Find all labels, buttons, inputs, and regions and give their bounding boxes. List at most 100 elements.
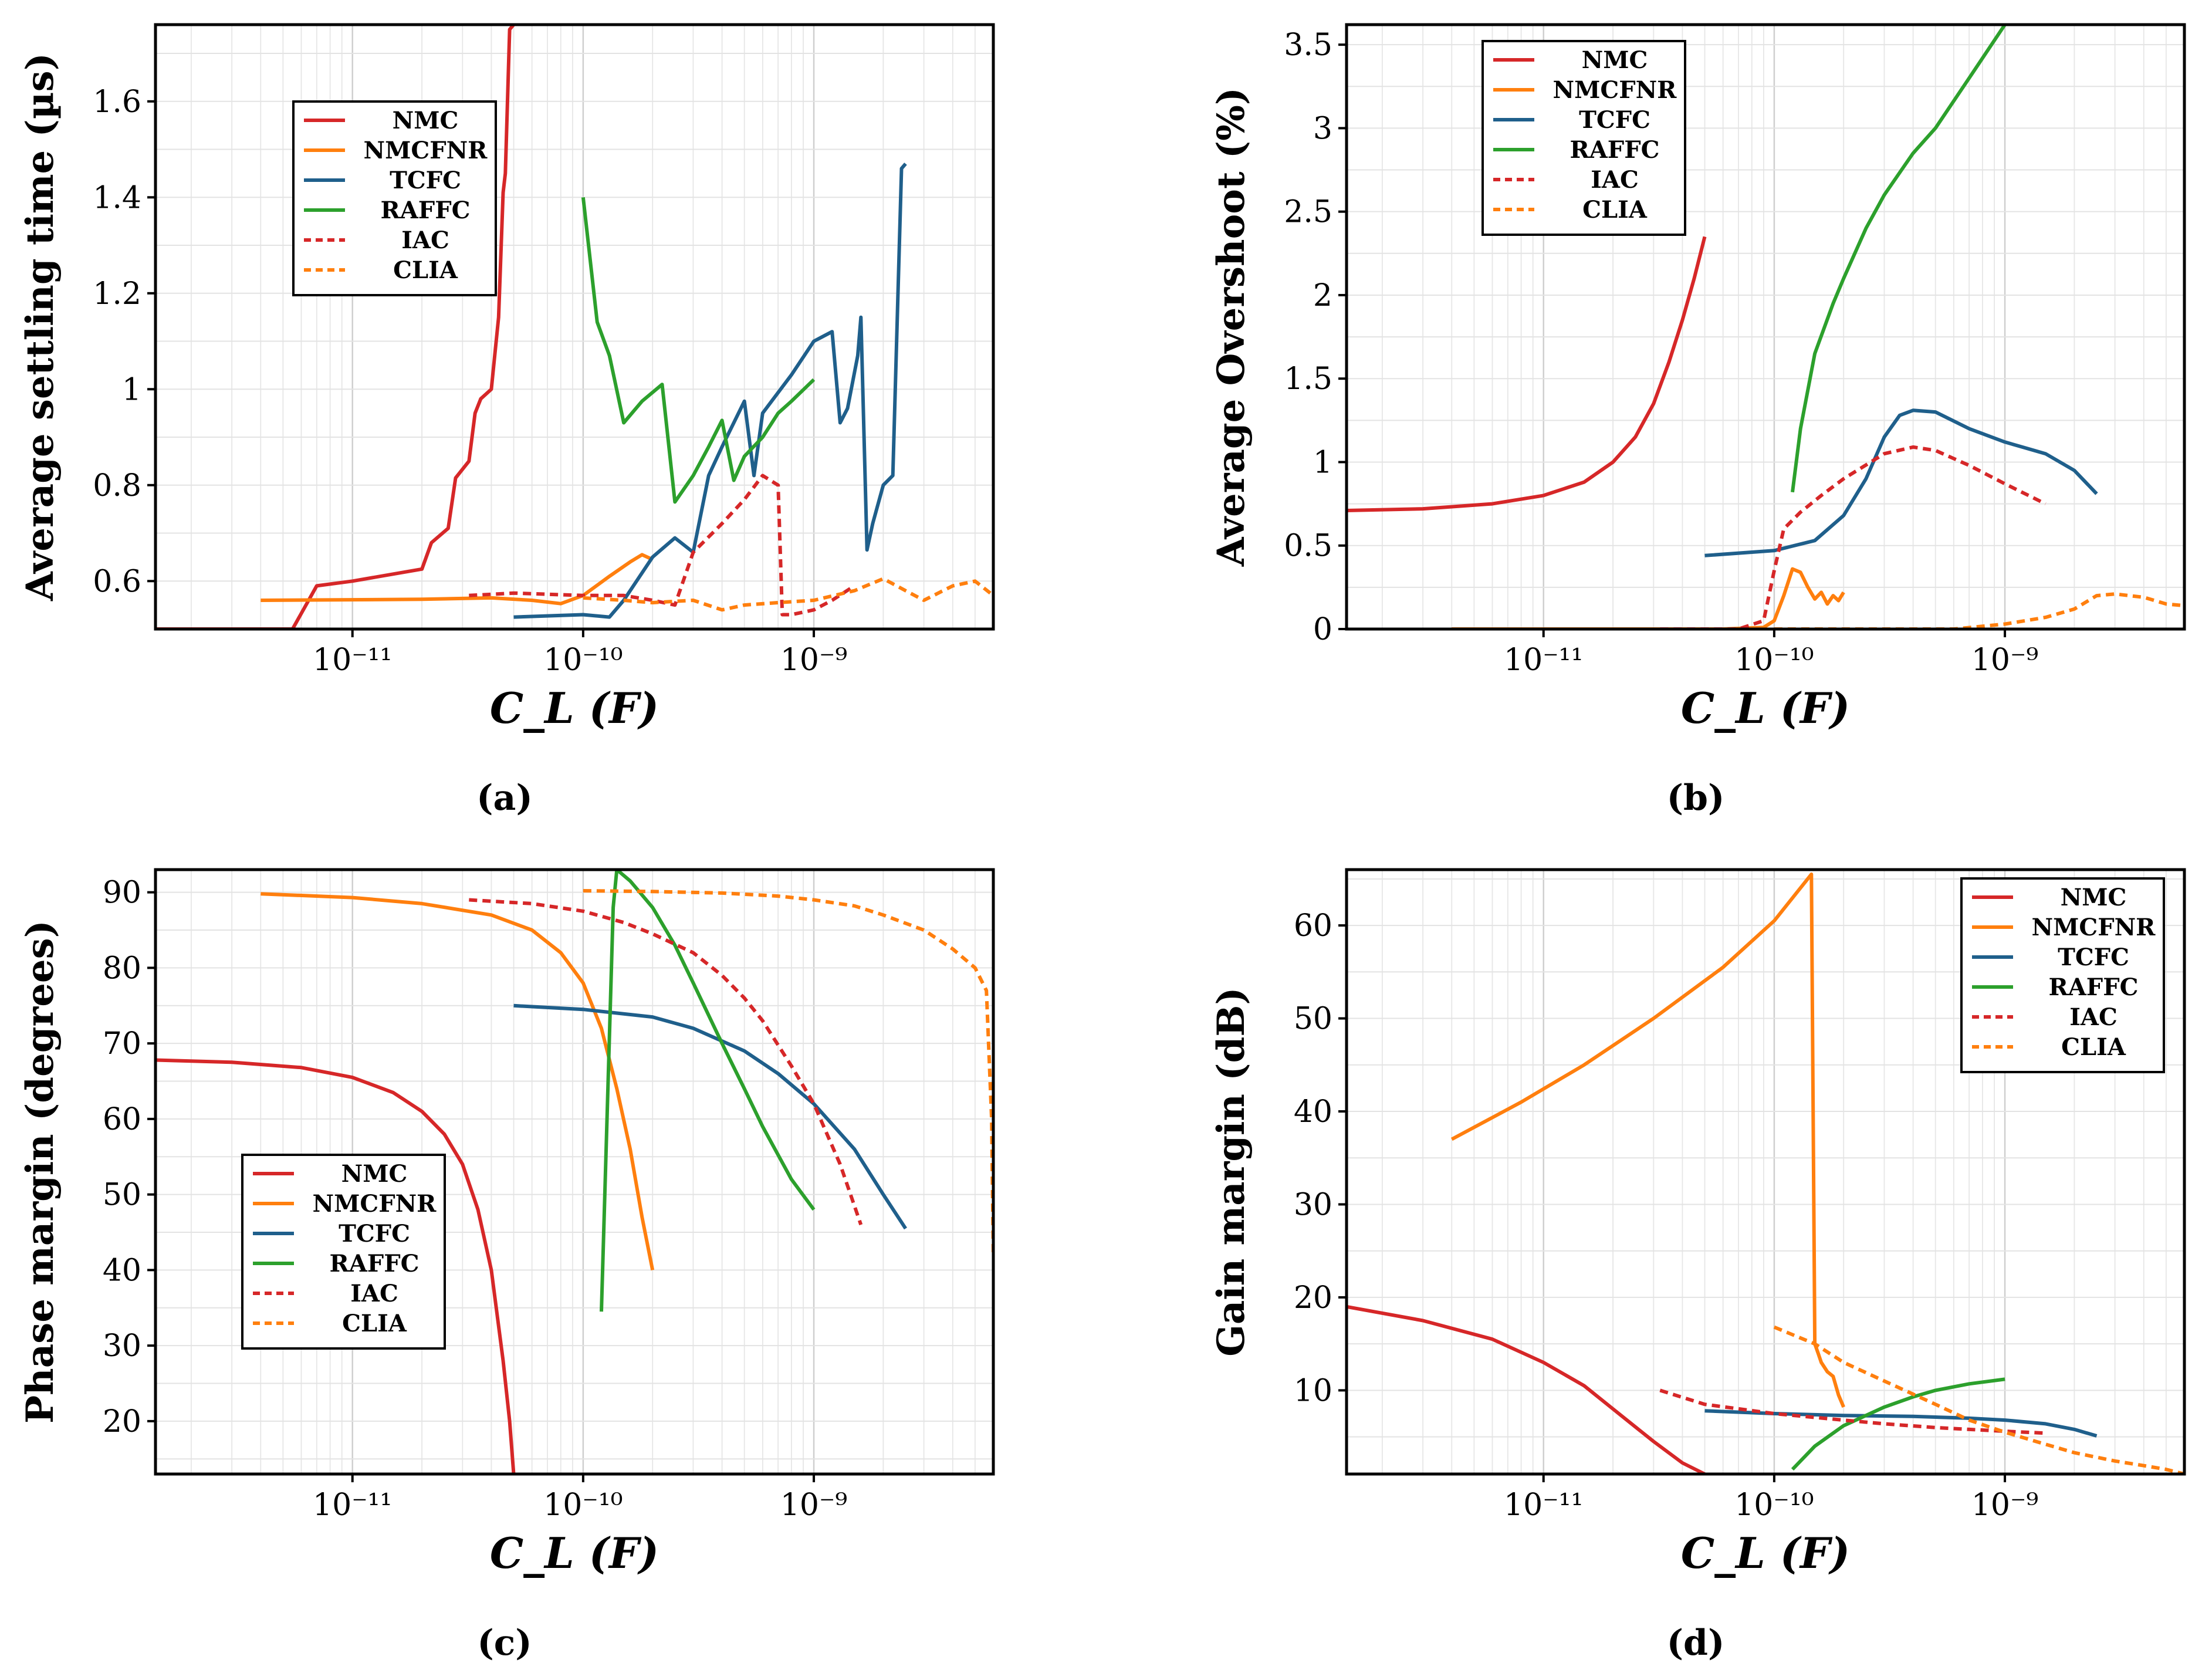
- y-tick-label: 3.5: [1284, 28, 1332, 63]
- x-axis-label: C_L (F): [490, 1528, 659, 1578]
- legend-label-tcfc: TCFC: [2058, 944, 2129, 971]
- caption-a: (a): [387, 778, 622, 819]
- y-tick-label: 50: [103, 1178, 141, 1213]
- legend-label-clia: CLIA: [342, 1310, 407, 1337]
- y-tick-label: 50: [1294, 1002, 1332, 1037]
- legend-label-nmc: NMC: [2061, 884, 2127, 911]
- y-tick-label: 0.8: [93, 468, 141, 503]
- y-tick-label: 10: [1294, 1373, 1332, 1408]
- series-line-nmc: [1347, 1304, 1706, 1474]
- y-tick-label: 80: [103, 951, 141, 986]
- y-tick-label: 40: [1294, 1094, 1332, 1130]
- y-tick-label: 1.4: [93, 180, 141, 215]
- series-line-nmc: [155, 25, 515, 629]
- legend-label-tcfc: TCFC: [339, 1220, 410, 1248]
- series-line-nmcfnr: [261, 892, 655, 1270]
- y-tick-label: 1.6: [93, 84, 141, 120]
- chart-panel-1: 0 0.5 1 1.5 2 2.5 3 3.5 10⁻¹¹ 10⁻¹⁰ 10⁻⁹ C_L (F) Ave…: [1209, 23, 2186, 733]
- series-line-iac: [1659, 1388, 2046, 1435]
- y-tick-label: 70: [103, 1026, 141, 1062]
- y-tick-label: 60: [1294, 908, 1332, 944]
- y-tick-label: 1.5: [1284, 361, 1332, 397]
- series-line-raffc: [1791, 25, 2007, 493]
- legend-label-nmcfnr: NMCFNR: [2032, 914, 2156, 941]
- caption-a-text: (a): [476, 778, 533, 819]
- y-tick-label: 20: [1294, 1280, 1332, 1316]
- chart-panel-0: 0.6 0.8 1 1.2 1.4 1.6 10⁻¹¹ 10⁻¹⁰ 10⁻⁹ C_L (F) Ave…: [18, 23, 995, 733]
- legend-box: [1481, 40, 1686, 236]
- legend-label-nmc: NMC: [393, 107, 459, 134]
- x-tick-label: 10⁻¹¹: [313, 1488, 392, 1523]
- series-group-2: [155, 870, 993, 1474]
- series-group-3: [1347, 872, 2184, 1474]
- legend-label-iac: IAC: [1591, 166, 1639, 194]
- legend-label-nmc: NMC: [1582, 46, 1648, 74]
- caption-b: (b): [1578, 778, 1813, 819]
- x-tick-label: 10⁻⁹: [1971, 643, 2038, 678]
- x-axis-label: C_L (F): [1681, 1528, 1850, 1578]
- legend-label-clia: CLIA: [2061, 1033, 2126, 1061]
- legend-box: [241, 1154, 446, 1350]
- x-tick-label: 10⁻⁹: [780, 1488, 847, 1523]
- y-tick-label: 90: [103, 876, 141, 911]
- x-tick-label: 10⁻¹⁰: [543, 1488, 623, 1523]
- legend-label-raffc: RAFFC: [2049, 973, 2139, 1001]
- legend-label-nmcfnr: NMCFNR: [1553, 76, 1677, 104]
- chart-panel-2: 20 30 40 50 60 70 80 90 10⁻¹¹ 10⁻¹⁰ 10⁻⁹ C_L (F) Pha…: [18, 868, 995, 1578]
- series-line-nmcfnr: [1450, 872, 1845, 1408]
- x-tick-label: 10⁻⁹: [780, 643, 847, 678]
- x-axis-label: C_L (F): [1681, 683, 1850, 733]
- x-tick-label: 10⁻¹¹: [1504, 1488, 1583, 1523]
- series-line-raffc: [581, 197, 816, 504]
- series-line-tcfc: [1704, 408, 2098, 557]
- y-tick-label: 30: [1294, 1187, 1332, 1222]
- series-line-iac: [469, 898, 863, 1226]
- y-tick-label: 2.5: [1284, 195, 1332, 230]
- legend-label-iac: IAC: [2069, 1003, 2118, 1031]
- series-line-nmc: [155, 1058, 516, 1474]
- y-tick-label: 1: [122, 372, 141, 407]
- y-tick-label: 1: [1313, 445, 1332, 480]
- y-tick-label: 20: [103, 1404, 141, 1439]
- plot-frame: [1345, 868, 2186, 1476]
- plot-frame: [154, 868, 995, 1476]
- series-line-nmcfnr: [261, 553, 654, 606]
- legend-label-nmcfnr: NMCFNR: [364, 137, 488, 164]
- series-group-0: [155, 25, 993, 629]
- series-line-iac: [1660, 445, 2047, 629]
- y-axis-label: Phase margin (degrees): [18, 920, 62, 1424]
- y-axis-label: Average Overshoot (%): [1209, 87, 1253, 567]
- y-tick-label: 3: [1313, 111, 1332, 146]
- series-line-clia: [1774, 592, 2184, 629]
- series-line-raffc: [1791, 1377, 2005, 1471]
- legend-label-raffc: RAFFC: [381, 197, 471, 224]
- y-tick-label: 2: [1313, 278, 1332, 313]
- legend-label-iac: IAC: [350, 1280, 398, 1307]
- series-line-clia: [583, 577, 993, 612]
- caption-c: (c): [387, 1622, 622, 1664]
- x-tick-label: 10⁻⁹: [1971, 1488, 2038, 1523]
- x-axis-label: C_L (F): [490, 683, 659, 733]
- y-tick-label: 0.6: [93, 564, 141, 599]
- y-tick-label: 60: [103, 1102, 141, 1137]
- legend-label-iac: IAC: [401, 227, 449, 254]
- caption-d: (d): [1578, 1622, 1813, 1664]
- grid-1: [1347, 25, 2184, 630]
- series-line-clia: [1773, 1325, 2184, 1474]
- series-line-nmcfnr: [1452, 567, 1845, 629]
- y-tick-label: 0: [1313, 612, 1332, 647]
- caption-c-text: (c): [477, 1622, 532, 1664]
- y-tick-label: 40: [103, 1253, 141, 1288]
- legend-label-nmc: NMC: [341, 1160, 408, 1188]
- series-line-nmc: [1347, 236, 1707, 512]
- x-tick-label: 10⁻¹¹: [313, 643, 392, 678]
- y-tick-label: 0.5: [1284, 529, 1332, 564]
- legend-label-clia: CLIA: [1582, 196, 1648, 224]
- caption-b-text: (b): [1666, 778, 1725, 819]
- x-tick-label: 10⁻¹¹: [1504, 643, 1583, 678]
- legend-box: [1960, 877, 2165, 1073]
